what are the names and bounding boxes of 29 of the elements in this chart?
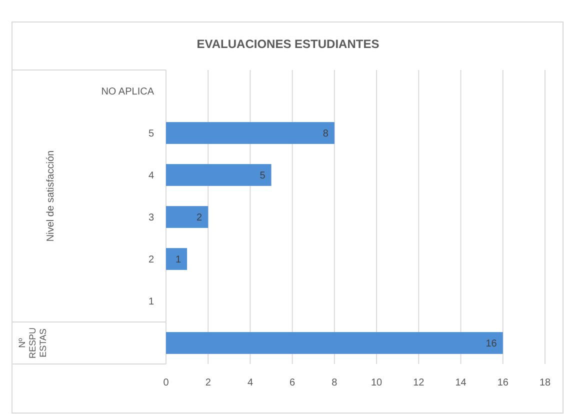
x-tick-label: 14: [455, 378, 467, 388]
chart-title: EVALUACIONES ESTUDIANTES: [196, 37, 380, 51]
x-tick-label: 12: [413, 378, 425, 388]
y-tick-label: 2: [148, 254, 154, 266]
bar: [166, 248, 188, 270]
data-label: 8: [322, 128, 329, 140]
x-tick-label: 6: [290, 378, 296, 388]
bar: [166, 122, 334, 144]
x-tick-label: 4: [247, 378, 254, 388]
x-tick-label: 10: [370, 378, 383, 388]
bar: [166, 332, 503, 354]
x-tick-label: 2: [205, 378, 212, 388]
text: Nº RESPUESTAS: [17, 327, 48, 359]
data-label: 5: [260, 170, 266, 182]
y-tick-label: 1: [148, 296, 154, 308]
y-tick-label: 5: [148, 128, 154, 140]
x-tick-label: 8: [332, 378, 338, 388]
bar: [166, 164, 272, 186]
bar: [166, 206, 208, 228]
y-tick-label: 4: [148, 170, 154, 182]
y-tick-label: 3: [148, 212, 154, 224]
data-label: 16: [486, 338, 498, 350]
x-tick-label: 18: [539, 378, 551, 388]
y-axis-title: Nivel de satisfacción: [46, 150, 56, 242]
y-tick-label: NO APLICA: [101, 86, 154, 98]
x-tick-label: 16: [497, 378, 509, 388]
data-label: 1: [175, 254, 182, 266]
data-label: 2: [196, 212, 203, 224]
x-tick-label: 0: [163, 378, 170, 388]
